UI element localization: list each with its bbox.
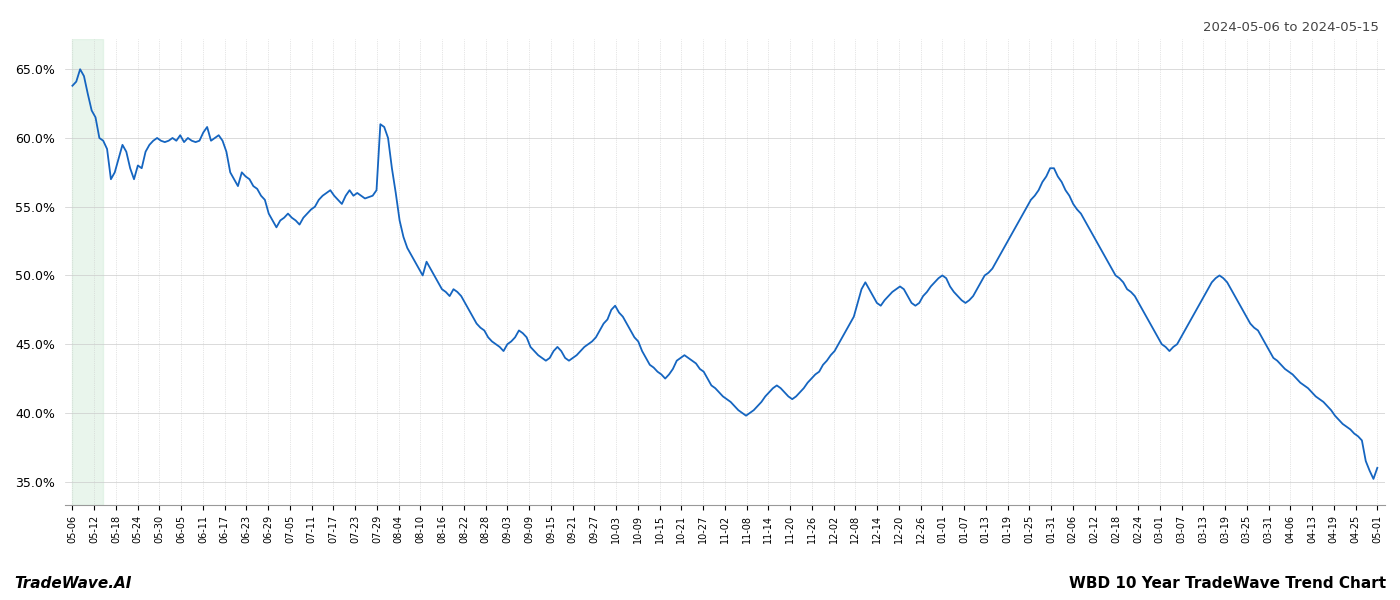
Text: TradeWave.AI: TradeWave.AI <box>14 576 132 591</box>
Text: 2024-05-06 to 2024-05-15: 2024-05-06 to 2024-05-15 <box>1203 21 1379 34</box>
Text: WBD 10 Year TradeWave Trend Chart: WBD 10 Year TradeWave Trend Chart <box>1068 576 1386 591</box>
Bar <box>73 39 104 505</box>
